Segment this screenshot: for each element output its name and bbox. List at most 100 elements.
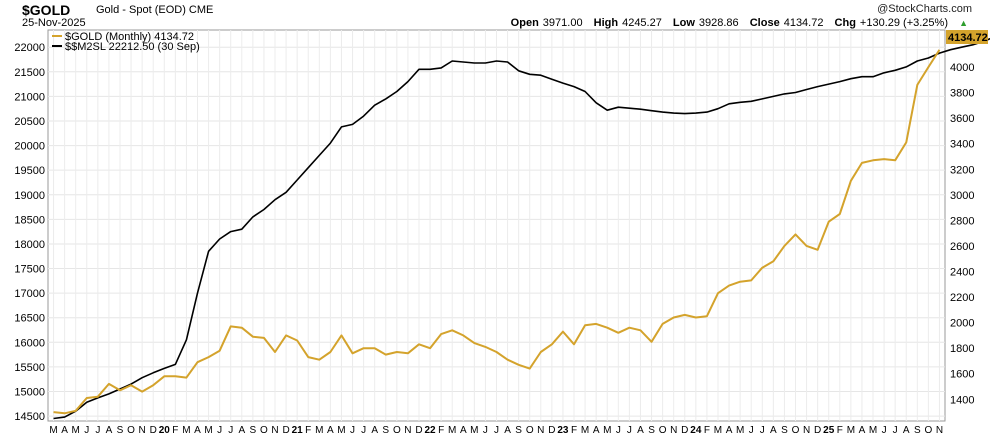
last-price-label: 4134.72 xyxy=(948,32,988,44)
left-tick-label-9: 19000 xyxy=(14,190,45,202)
x-tick-label-43: O xyxy=(526,425,534,436)
x-tick-label-30: S xyxy=(382,425,389,436)
x-tick-label-32: N xyxy=(404,425,411,436)
high-label: High xyxy=(593,17,619,29)
left-tick-label-2: 15500 xyxy=(14,362,45,374)
right-tick-label-5: 2400 xyxy=(950,267,974,279)
left-tick-label-12: 20500 xyxy=(14,116,45,128)
x-tick-label-26: M xyxy=(337,425,345,436)
right-tick-label-7: 2800 xyxy=(950,215,974,227)
right-tick-label-8: 3000 xyxy=(950,190,974,202)
x-tick-label-14: M xyxy=(204,425,212,436)
x-tick-label-79: O xyxy=(924,425,932,436)
chart-date: 25-Nov-2025 xyxy=(22,17,86,29)
right-tick-label-6: 2600 xyxy=(950,241,974,253)
right-tick-label-1: 1600 xyxy=(950,369,974,381)
x-tick-label-77: A xyxy=(903,425,910,436)
x-tick-label-63: J xyxy=(749,425,754,436)
x-tick-label-9: D xyxy=(150,425,157,436)
x-tick-label-22: 21 xyxy=(292,425,304,436)
right-tick-label-11: 3600 xyxy=(950,113,974,125)
left-tick-label-1: 15000 xyxy=(14,386,45,398)
low-label: Low xyxy=(672,17,695,29)
x-tick-label-54: S xyxy=(648,425,655,436)
x-tick-label-5: A xyxy=(106,425,113,436)
x-tick-label-19: O xyxy=(260,425,268,436)
x-tick-label-15: J xyxy=(217,425,222,436)
left-tick-label-15: 22000 xyxy=(14,42,45,54)
x-tick-label-39: J xyxy=(483,425,488,436)
brand-watermark: @StockCharts.com xyxy=(877,3,972,15)
x-tick-label-20: N xyxy=(271,425,278,436)
x-tick-label-18: S xyxy=(250,425,257,436)
open-label: Open xyxy=(510,17,539,29)
x-tick-label-76: J xyxy=(893,425,898,436)
x-tick-label-52: J xyxy=(627,425,632,436)
x-tick-label-61: A xyxy=(726,425,733,436)
right-tick-label-13: 4000 xyxy=(950,62,974,74)
series-line-m2sl xyxy=(53,37,990,420)
x-tick-label-56: N xyxy=(670,425,677,436)
x-tick-label-72: M xyxy=(847,425,855,436)
left-tick-label-11: 20000 xyxy=(14,141,45,153)
left-tick-label-4: 16500 xyxy=(14,313,45,325)
left-tick-label-0: 14500 xyxy=(14,411,45,423)
x-tick-label-13: A xyxy=(194,425,201,436)
x-tick-label-66: S xyxy=(781,425,788,436)
x-tick-label-41: A xyxy=(504,425,511,436)
right-tick-label-10: 3400 xyxy=(950,139,974,151)
x-tick-label-33: D xyxy=(415,425,422,436)
right-tick-label-3: 2000 xyxy=(950,318,974,330)
x-tick-label-46: 23 xyxy=(557,425,569,436)
x-tick-label-53: A xyxy=(637,425,644,436)
x-tick-label-34: 22 xyxy=(424,425,436,436)
ohlc-readout: Open 3971.00 High 4245.27 Low 3928.86 Close… xyxy=(503,17,948,29)
left-tick-label-7: 18000 xyxy=(14,239,45,251)
x-tick-label-67: O xyxy=(792,425,800,436)
x-tick-label-27: J xyxy=(350,425,355,436)
x-tick-label-35: F xyxy=(438,425,444,436)
x-tick-label-2: M xyxy=(72,425,80,436)
x-tick-label-51: J xyxy=(616,425,621,436)
legend: $GOLD (Monthly) 4134.72 $$M2SL 22212.50 … xyxy=(52,31,200,53)
right-axis: 1400 1600 1800 2000 2200 2400 2600 2800 3000 3200… xyxy=(950,62,974,406)
x-tick-label-48: M xyxy=(581,425,589,436)
right-tick-label-9: 3200 xyxy=(950,164,974,176)
x-tick-label-58: 24 xyxy=(690,425,702,436)
x-tick-label-38: M xyxy=(470,425,478,436)
ticker-symbol: $GOLD xyxy=(22,2,71,18)
close-label: Close xyxy=(749,17,780,29)
x-tick-label-42: S xyxy=(515,425,522,436)
x-tick-label-0: M xyxy=(49,425,57,436)
x-tick-label-59: F xyxy=(704,425,710,436)
x-tick-label-24: M xyxy=(315,425,323,436)
x-tick-label-75: J xyxy=(882,425,887,436)
grid-lines xyxy=(48,30,945,421)
x-tick-label-55: O xyxy=(659,425,667,436)
x-tick-label-57: D xyxy=(681,425,688,436)
x-tick-label-45: D xyxy=(548,425,555,436)
series-line-gold xyxy=(53,49,941,415)
x-tick-label-1: A xyxy=(61,425,68,436)
right-tick-label-0: 1400 xyxy=(950,394,974,406)
x-tick-label-4: J xyxy=(95,425,100,436)
x-tick-label-7: O xyxy=(127,425,135,436)
left-tick-label-3: 16000 xyxy=(14,337,45,349)
x-tick-label-10: 20 xyxy=(159,425,171,436)
up-triangle-icon: ▲ xyxy=(959,18,968,28)
x-tick-label-31: O xyxy=(393,425,401,436)
x-tick-label-62: M xyxy=(736,425,744,436)
x-tick-label-44: N xyxy=(537,425,544,436)
x-tick-label-29: A xyxy=(371,425,378,436)
right-tick-label-2: 1800 xyxy=(950,343,974,355)
x-tick-label-73: A xyxy=(859,425,866,436)
x-tick-label-17: A xyxy=(238,425,245,436)
x-tick-label-64: J xyxy=(760,425,765,436)
chg-value: +130.29 (+3.25%) xyxy=(859,17,948,29)
x-tick-label-21: D xyxy=(282,425,289,436)
x-tick-label-11: F xyxy=(172,425,178,436)
x-tick-label-69: D xyxy=(814,425,821,436)
x-tick-label-65: A xyxy=(770,425,777,436)
left-tick-label-14: 21500 xyxy=(14,67,45,79)
